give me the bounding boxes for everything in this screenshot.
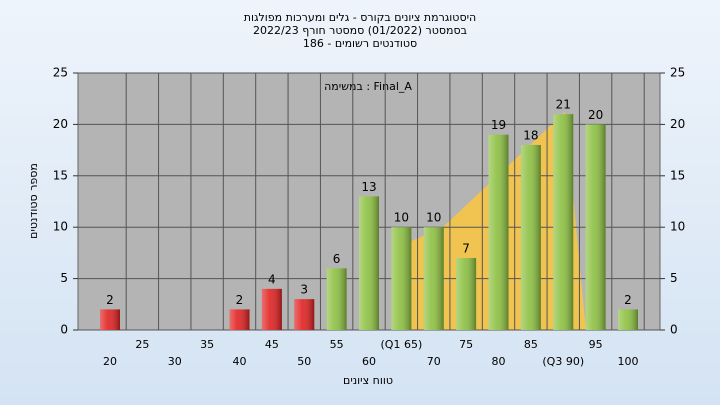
x-axis-label: טווח ציונים: [343, 374, 393, 387]
y-tick-label: 0: [60, 323, 68, 337]
chart-title: היסטוגרמת ציונים בקורס - גלים ומערכות מפ…: [244, 11, 476, 24]
x-tick-label: 85: [524, 338, 538, 351]
data-label: 18: [523, 128, 538, 142]
y-tick-label: 20: [53, 117, 68, 131]
bar-shade: [520, 144, 541, 330]
x-tick-label: 75: [459, 338, 473, 351]
x-tick-label: 100: [618, 355, 639, 368]
bar-shade: [326, 268, 347, 330]
chart-subtitle: סטודנטים רשומים - 186: [303, 37, 417, 50]
data-label: 19: [491, 118, 506, 132]
bar-shade: [229, 309, 250, 330]
bar-shade: [423, 227, 444, 330]
bar-shade: [488, 134, 509, 330]
x-tick-label: 95: [589, 338, 603, 351]
bar-shade: [100, 309, 120, 330]
x-tick-label: 20: [103, 355, 117, 368]
bar-shade: [618, 309, 638, 330]
bar-shade: [294, 299, 315, 330]
x-tick-label: 50: [297, 355, 311, 368]
y2-tick-label: 20: [670, 117, 685, 131]
x-tick-label: 40: [233, 355, 247, 368]
x-tick-label: 70: [427, 355, 441, 368]
data-label: 2: [624, 293, 632, 307]
y2-tick-label: 15: [670, 168, 685, 182]
x-tick-label: 45: [265, 338, 279, 351]
data-label: 10: [426, 211, 441, 225]
data-label: 10: [394, 211, 409, 225]
chart-subtitle: בסמסטר (01/2022) סמסטר חורף 2022/23: [253, 24, 467, 37]
y-axis-label: מספר סטודנטים: [27, 163, 40, 239]
y-tick-label: 25: [53, 66, 68, 80]
y2-tick-label: 5: [670, 271, 678, 285]
data-label: 13: [361, 180, 376, 194]
x-tick-label: (Q1 65): [381, 338, 423, 351]
y2-tick-label: 10: [670, 220, 685, 234]
y-tick-label: 10: [53, 220, 68, 234]
y2-tick-label: 25: [670, 66, 685, 80]
x-tick-label: (Q3 90): [542, 355, 584, 368]
data-label: 3: [300, 283, 308, 297]
data-label: 7: [462, 242, 470, 256]
data-label: 2: [236, 293, 244, 307]
annotation: במשימה : Final_A: [324, 80, 412, 93]
x-tick-label: 60: [362, 355, 376, 368]
bar-shade: [261, 288, 282, 330]
x-tick-label: 80: [492, 355, 506, 368]
bar-shade: [553, 114, 574, 331]
bar-shade: [359, 196, 379, 330]
y-tick-label: 15: [53, 168, 68, 182]
data-label: 4: [268, 272, 276, 286]
y-tick-label: 5: [60, 271, 68, 285]
data-label: 2: [106, 293, 114, 307]
bar-shade: [456, 258, 477, 330]
x-tick-label: 30: [168, 355, 182, 368]
bar-shade: [585, 124, 606, 331]
data-label: 21: [556, 98, 571, 112]
y2-tick-label: 0: [670, 323, 678, 337]
x-tick-label: 35: [200, 338, 214, 351]
data-label: 20: [588, 108, 603, 122]
x-tick-label: 25: [135, 338, 149, 351]
bar-shade: [391, 227, 412, 330]
data-label: 6: [333, 252, 341, 266]
x-tick-label: 55: [330, 338, 344, 351]
